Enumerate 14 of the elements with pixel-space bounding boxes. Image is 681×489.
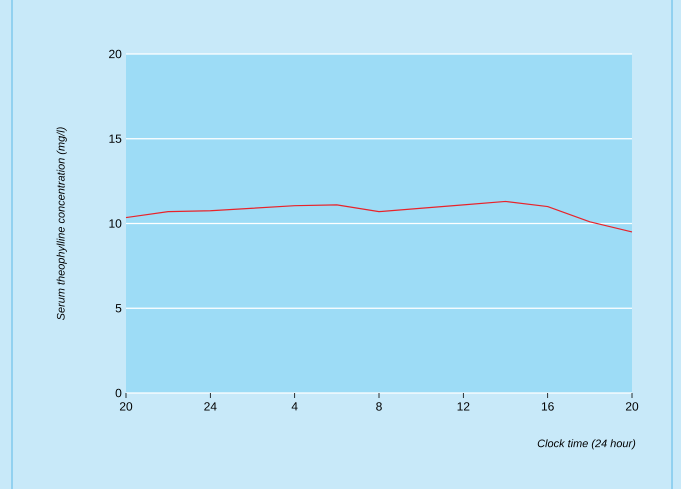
y-tick-label: 5 [116,304,122,312]
y-tick-label: 0 [116,388,122,398]
x-tick-label: 4 [292,402,298,410]
y-axis-title: Serum theophylline concentration (mg/l) [56,127,67,320]
x-tick-label: 16 [542,402,554,411]
y-tick-label: 20 [109,50,122,58]
y-tick-label: 15 [109,134,122,143]
y-tick-label: 10 [109,219,122,228]
x-axis-title: Clock time (24 hour) [538,439,636,450]
x-tick-label: 12 [458,402,470,411]
line-series [125,200,633,233]
x-tick-label: 24 [204,402,217,411]
x-tick-label: 8 [376,402,382,411]
x-tick-label: 20 [626,402,638,411]
